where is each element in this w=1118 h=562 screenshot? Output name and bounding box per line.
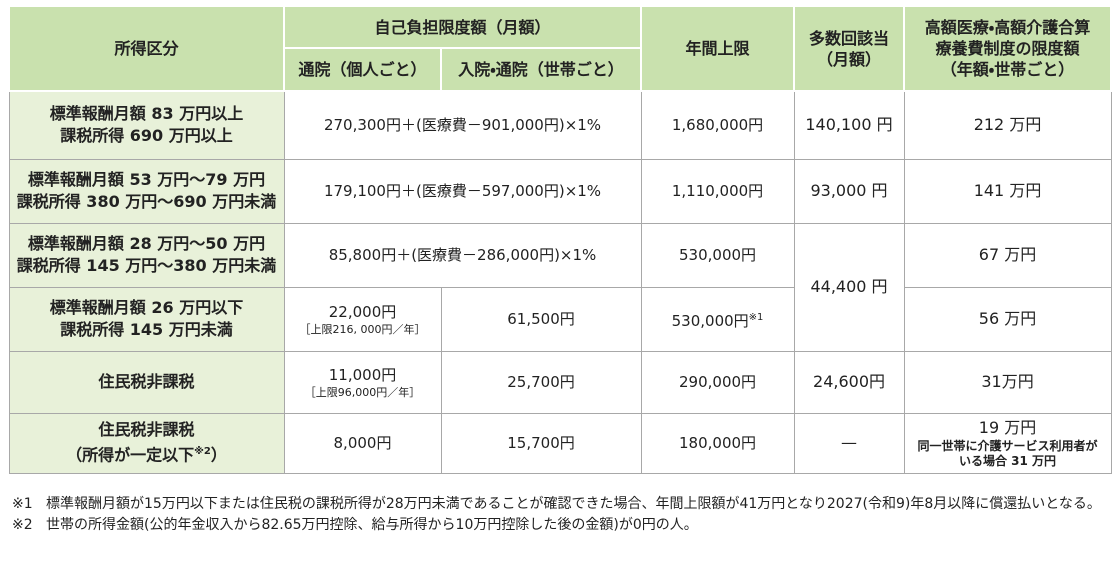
- annual-cap-cell: 180,000円: [640, 412, 795, 474]
- table-row: 標準報酬月額 83 万円以上 課税所得 690 万円以上 270,300円＋(医療費…: [8, 90, 1112, 160]
- multiple-cell: 93,000 円: [793, 158, 905, 224]
- note-text: 世帯の所得金額(公的年金収入から82.65万円控除、給与所得から10万円控除した…: [46, 517, 698, 533]
- income-line: 標準報酬月額 26 万円以下: [49, 298, 244, 317]
- combined-limit: 141 万円: [973, 181, 1042, 200]
- combined-cell: 19 万円同一世帯に介護サービス利用者が いる場合 31 万円: [903, 412, 1112, 474]
- annual-cap-cell: 1,110,000円: [640, 158, 795, 224]
- outpatient-line: ［上限216, 000円／年］: [299, 323, 426, 336]
- header-cell: 通院（個人ごと）: [283, 47, 442, 92]
- outpatient-line: 11,000円: [328, 366, 397, 384]
- header-cell: 高額医療・高額介護合算 療養費制度の限度額 （年額・世帯ごと）: [903, 5, 1113, 92]
- header-line: 多数回該当: [809, 28, 890, 48]
- income-line: 標準報酬月額 28 万円～50 万円: [27, 234, 266, 253]
- income-text: ）: [210, 445, 227, 465]
- outpatient-cell: 11,000円 ［上限96,000円／年］: [283, 350, 442, 414]
- inpatient-cell: 61,500円: [440, 286, 642, 352]
- header-cell: 入院・通院（世帯ごと）: [439, 47, 643, 92]
- table-row: 住民税非課税 11,000円 ［上限96,000円／年］ 25,700円 290,000…: [8, 350, 1112, 414]
- table-row: 標準報酬月額 28 万円～50 万円 課税所得 145 万円～380 万円未満 85…: [8, 222, 1112, 352]
- combined-cell: 141 万円: [903, 158, 1112, 224]
- combined-note: いる場合 31 万円: [958, 454, 1057, 468]
- inpatient-cell: 25,700円: [440, 350, 642, 414]
- combined-limit: 31万円: [981, 372, 1034, 391]
- income-line: 課税所得 380 万円～690 万円未満: [16, 192, 277, 211]
- note: ※2 世帯の所得金額(公的年金収入から82.65万円控除、給与所得から10万円控除…: [12, 515, 1107, 536]
- header-line: 療養費制度の限度額: [935, 39, 1080, 58]
- income-cell: 標準報酬月額 53 万円～79 万円 課税所得 380 万円～690 万円未満: [8, 158, 285, 224]
- header-line: 高額医療・高額介護合算: [924, 18, 1091, 37]
- combined-cell: 56 万円: [903, 286, 1112, 352]
- combined-cell: 67 万円: [903, 222, 1112, 288]
- note-ref: ※2: [194, 446, 211, 458]
- self-pay-cell: 179,100円＋(医療費－597,000円)×1%: [283, 158, 642, 224]
- income-text: （所得が一定以下: [66, 445, 195, 465]
- income-cell: 標準報酬月額 26 万円以下 課税所得 145 万円未満: [8, 286, 285, 352]
- header-line: （月額）: [817, 49, 882, 69]
- note-mark: ※2: [12, 517, 33, 533]
- table-row: 標準報酬月額 26 万円以下 課税所得 145 万円未満 22,000円 ［上限216…: [8, 286, 1112, 352]
- income-line: （所得が一定以下※2）: [14, 441, 280, 466]
- notes: ※1 標準報酬月額が15万円以下または住民税の課税所得が28万円未満であることが確…: [12, 494, 1107, 536]
- combined-limit: 19 万円: [978, 418, 1037, 437]
- income-line: 住民税非課税: [98, 372, 195, 391]
- income-line: 住民税非課税: [98, 420, 195, 440]
- multiple-cell: 24,600円: [793, 350, 905, 414]
- income-line: 課税所得 690 万円以上: [60, 126, 233, 146]
- outpatient-line: 22,000円: [328, 303, 397, 321]
- annual-cap-cell: 530,000円: [640, 222, 795, 288]
- annual-cap: 530,000円: [671, 311, 749, 330]
- income-cell: 住民税非課税: [8, 350, 285, 414]
- combined-note: 同一世帯に介護サービス利用者が: [917, 439, 1098, 453]
- income-cell: 住民税非課税 （所得が一定以下※2）: [8, 412, 285, 474]
- table-body: 標準報酬月額 83 万円以上 課税所得 690 万円以上 270,300円＋(医療費…: [8, 90, 1112, 474]
- multiple-cell: 140,100 円: [793, 90, 905, 160]
- note: ※1 標準報酬月額が15万円以下または住民税の課税所得が28万円未満であることが確…: [12, 494, 1107, 515]
- annual-cap: 180,000円: [679, 434, 757, 452]
- header-cell: 多数回該当 （月額）: [793, 5, 906, 92]
- header-line: （年額・世帯ごと）: [940, 60, 1075, 79]
- header-cell: 年間上限: [640, 5, 796, 92]
- multiple-cell: —: [793, 412, 905, 474]
- income-line: 課税所得 145 万円未満: [60, 320, 233, 339]
- table-row: 標準報酬月額 53 万円～79 万円 課税所得 380 万円～690 万円未満 17…: [8, 158, 1112, 224]
- self-pay-cell: 270,300円＋(医療費－901,000円)×1%: [283, 90, 642, 160]
- combined-limit: 212 万円: [973, 115, 1042, 135]
- annual-cap: 1,680,000円: [671, 116, 764, 135]
- header-cell: 所得区分: [8, 5, 285, 92]
- outpatient-line: ［上限96,000円／年］: [304, 386, 421, 399]
- annual-cap-cell: 530,000円※1: [640, 286, 795, 352]
- outpatient-cell: 8,000円: [283, 412, 442, 474]
- annual-cap: 530,000円: [679, 246, 757, 264]
- table-row: 住民税非課税 （所得が一定以下※2） 8,000円 15,700円 180,000円 —1…: [8, 412, 1112, 474]
- annual-cap-cell: 290,000円: [640, 350, 795, 414]
- income-cell: 標準報酬月額 28 万円～50 万円 課税所得 145 万円～380 万円未満: [8, 222, 285, 288]
- header-cell: 自己負担限度額（月額）: [282, 5, 643, 49]
- note-mark: ※1: [12, 496, 33, 512]
- annual-cap: 290,000円: [679, 373, 757, 391]
- limit-table: 所得区分 自己負担限度額（月額） 年間上限 多数回該当 （月額） 高額医療・高額介…: [8, 5, 1113, 474]
- note-ref: ※1: [748, 311, 764, 323]
- note-text: 標準報酬月額が15万円以下または住民税の課税所得が28万円未満であることが確認で…: [46, 496, 1101, 512]
- income-line: 標準報酬月額 83 万円以上: [49, 104, 244, 124]
- annual-cap: 1,110,000円: [671, 182, 764, 200]
- combined-cell: 31万円: [903, 350, 1112, 414]
- annual-cap-cell: 1,680,000円: [640, 90, 795, 160]
- combined-limit: 56 万円: [978, 309, 1037, 328]
- outpatient-line: 8,000円: [333, 434, 392, 452]
- outpatient-cell: 22,000円 ［上限216, 000円／年］: [283, 286, 442, 352]
- inpatient-cell: 15,700円: [440, 412, 642, 474]
- combined-limit: 67 万円: [978, 245, 1037, 264]
- combined-cell: 212 万円: [903, 90, 1112, 160]
- multiple-cell: 44,400 円: [793, 222, 905, 352]
- income-cell: 標準報酬月額 83 万円以上 課税所得 690 万円以上: [8, 90, 285, 160]
- income-line: 課税所得 145 万円～380 万円未満: [16, 256, 277, 275]
- income-line: 標準報酬月額 53 万円～79 万円: [27, 170, 266, 189]
- self-pay-cell: 85,800円＋(医療費－286,000円)×1%: [283, 222, 642, 288]
